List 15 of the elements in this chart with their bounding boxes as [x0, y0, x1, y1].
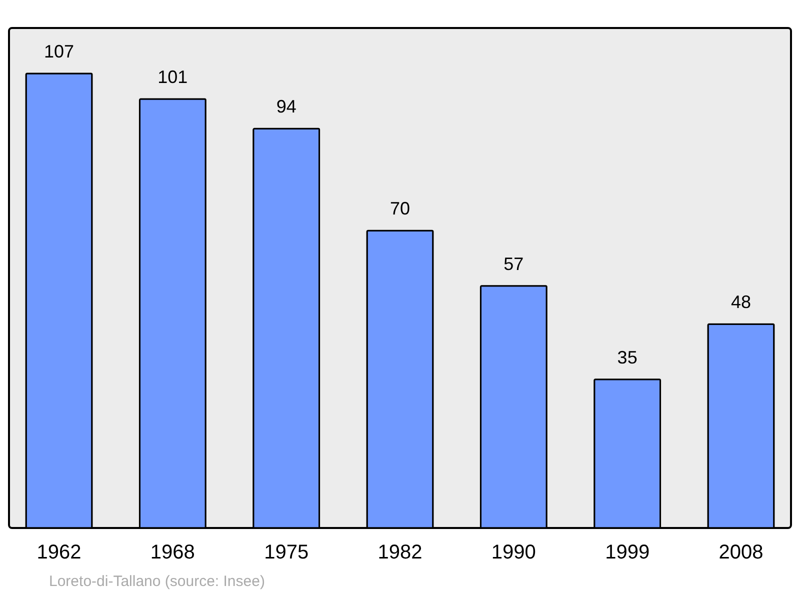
- data-label: 94: [276, 96, 296, 117]
- data-label: 70: [390, 198, 410, 219]
- data-label: 101: [158, 66, 188, 87]
- x-tick-label: 1975: [264, 542, 309, 564]
- x-tick-label: 1968: [150, 542, 195, 564]
- data-label: 57: [504, 254, 524, 274]
- x-tick-label: 1999: [605, 542, 650, 564]
- data-label: 35: [617, 347, 638, 368]
- x-tick-label: 1962: [36, 542, 82, 564]
- text: Loreto-di-Tallano (source: Insee): [49, 573, 265, 590]
- x-tick-label: 1982: [378, 542, 422, 564]
- data-label: 48: [730, 292, 752, 312]
- data-label: 107: [44, 41, 74, 62]
- x-tick-label: 1990: [491, 542, 536, 564]
- x-tick-label: 2008: [718, 542, 764, 564]
